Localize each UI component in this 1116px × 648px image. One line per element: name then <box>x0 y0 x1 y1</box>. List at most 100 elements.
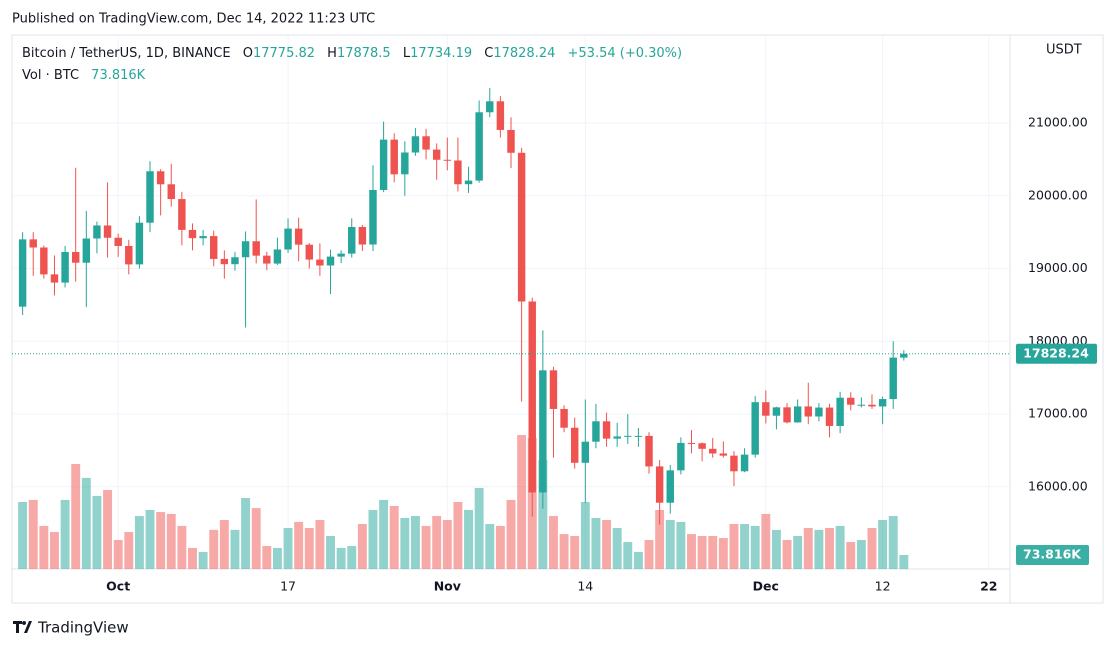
candle-body <box>358 226 367 245</box>
volume-bar <box>485 524 495 569</box>
volume-bar <box>633 551 643 569</box>
volume-bar <box>92 495 102 569</box>
axes: 16000.0017000.0018000.0019000.0020000.00… <box>106 115 1097 594</box>
volume-bar <box>262 546 272 569</box>
candle-body <box>528 301 536 493</box>
currency: USDT <box>1046 43 1082 58</box>
candle-body <box>135 222 144 265</box>
candle-body <box>178 199 186 230</box>
y-tick-label: 20000.00 <box>1028 187 1088 202</box>
candle-body <box>263 255 271 264</box>
volume-bar <box>28 499 38 569</box>
volume-bar <box>856 539 866 569</box>
candle-body <box>825 407 834 426</box>
candle-body <box>220 258 229 265</box>
candle-body <box>114 237 122 246</box>
candle-body <box>231 257 239 265</box>
volume-bar <box>517 435 527 569</box>
volume-bar <box>124 531 134 569</box>
candle-body <box>889 357 897 400</box>
volume-bar <box>814 529 824 569</box>
y-tick-label: 21000.00 <box>1028 115 1088 130</box>
ohlc-letter: L <box>403 46 411 61</box>
volume-bar <box>750 525 760 569</box>
volume-bar <box>251 508 261 569</box>
candle-body <box>379 139 388 190</box>
volume-bar <box>304 528 314 569</box>
candle-body <box>634 435 643 437</box>
candle-body <box>740 454 749 472</box>
candle-body <box>549 370 558 409</box>
volume-bar <box>60 499 70 569</box>
candle-body <box>294 228 303 245</box>
volume-tag <box>1016 545 1089 565</box>
candle-body <box>369 189 377 245</box>
candle-body <box>486 101 494 113</box>
chart-frame <box>11 34 1104 604</box>
candle-body <box>507 129 515 153</box>
candle-body <box>698 443 706 449</box>
volume-bar <box>623 542 633 569</box>
candle-body <box>581 441 590 463</box>
low-value: 17734.19 <box>410 46 472 61</box>
candle-body <box>390 139 398 175</box>
volume-bar <box>878 520 888 569</box>
volume-bar <box>835 525 845 569</box>
volume-bar <box>729 524 739 569</box>
candle-body <box>316 259 324 266</box>
volume-bar <box>272 547 282 569</box>
candle-body <box>655 466 664 503</box>
volume-bar <box>432 516 442 569</box>
candle-body <box>624 435 632 437</box>
candle-body <box>878 399 887 407</box>
volume-bar <box>793 535 803 569</box>
volume-bar <box>177 525 187 569</box>
volume-bar <box>198 551 208 569</box>
volume-bar <box>315 520 325 569</box>
candle-body <box>762 402 770 416</box>
candle-body <box>475 112 483 181</box>
volume-bar <box>803 528 813 569</box>
volume-bar <box>336 547 346 569</box>
candle-body <box>815 407 823 417</box>
candle-body <box>422 136 430 150</box>
last-price-label: 17828.24 <box>1023 345 1089 360</box>
candle-body <box>156 171 165 185</box>
volume-bar <box>708 535 718 569</box>
volume-bar <box>421 525 431 569</box>
candle-body <box>900 353 908 358</box>
candle-body <box>687 442 696 444</box>
volume-bar <box>219 520 229 569</box>
volume-bar <box>283 528 293 569</box>
candle-body <box>93 225 101 239</box>
volume-bar <box>644 539 654 569</box>
candle-body <box>857 404 866 406</box>
volume-bar <box>538 460 548 569</box>
candle-body <box>18 239 27 307</box>
candle-body <box>709 448 717 454</box>
volume-name: Vol · BTC <box>22 68 79 83</box>
volume-bar <box>71 464 81 569</box>
volume-bar <box>676 521 686 569</box>
volume-bar <box>761 513 771 569</box>
volume-bar <box>442 520 452 569</box>
candle-body <box>326 256 335 266</box>
volume-bar <box>134 516 144 569</box>
candle-body <box>50 274 59 283</box>
candle-body <box>719 453 728 456</box>
volume-bar <box>559 534 569 569</box>
volume-bar <box>782 539 792 569</box>
volume-bar <box>888 516 898 569</box>
high-value: 17878.5 <box>337 46 391 61</box>
symbol-title: Bitcoin / TetherUS, 1D, BINANCE <box>22 46 231 61</box>
candle-body <box>496 101 505 130</box>
volume-bar <box>771 529 781 569</box>
volume-bar <box>825 528 834 569</box>
close-value: 17828.24 <box>493 46 555 61</box>
x-tick-label: Dec <box>753 579 779 594</box>
x-tick-label: 12 <box>875 579 891 594</box>
candle-body <box>432 149 441 160</box>
volume-bar <box>453 502 463 569</box>
candle-body <box>241 241 250 258</box>
